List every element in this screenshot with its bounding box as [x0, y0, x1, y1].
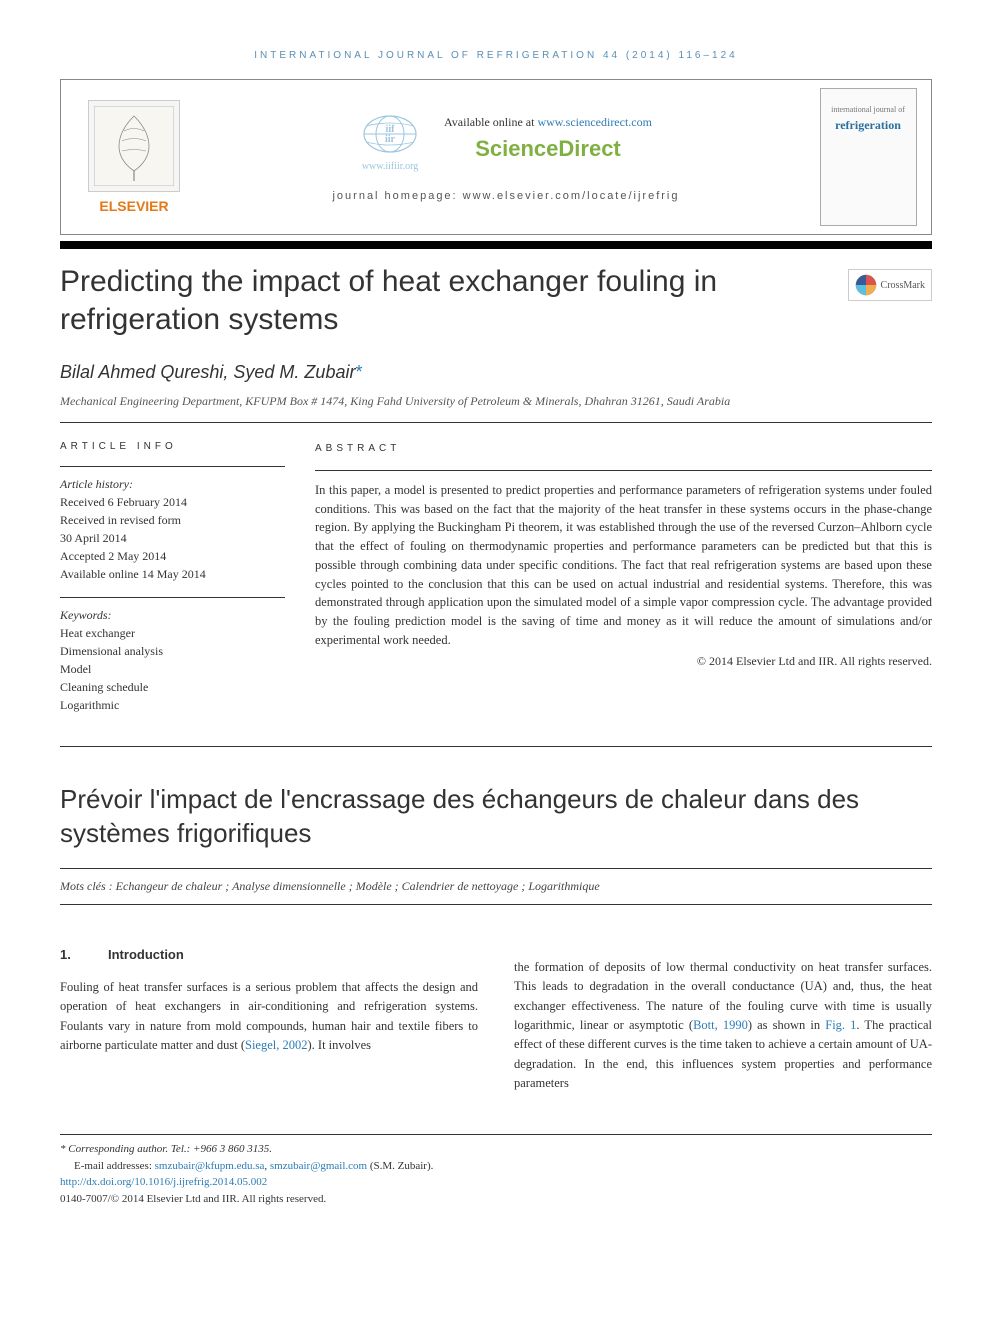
intro-paragraph-left: Fouling of heat transfer surfaces is a s… [60, 978, 478, 1056]
email-link[interactable]: smzubair@kfupm.edu.sa [155, 1160, 265, 1172]
thick-rule [60, 241, 932, 249]
keyword: Logarithmic [60, 696, 285, 714]
affiliation: Mechanical Engineering Department, KFUPM… [60, 393, 932, 410]
journal-cover-thumbnail: international journal of refrigeration [820, 88, 917, 226]
crossmark-badge[interactable]: CrossMark [848, 269, 932, 301]
rule [60, 422, 932, 423]
intro-text-mid: ) as shown in [748, 1018, 825, 1032]
section-heading: 1.Introduction [60, 945, 478, 965]
running-head: INTERNATIONAL JOURNAL OF REFRIGERATION 4… [60, 50, 932, 61]
history-label: Article history: [60, 475, 285, 493]
abstract-copyright: © 2014 Elsevier Ltd and IIR. All rights … [315, 652, 932, 670]
abstract-head: ABSTRACT [315, 441, 932, 456]
rule [60, 746, 932, 747]
french-title: Prévoir l'impact de l'encrassage des éch… [60, 783, 932, 851]
cover-kicker: international journal of [831, 105, 905, 114]
crossmark-icon [855, 274, 877, 296]
corresponding-author: * Corresponding author. Tel.: +966 3 860… [60, 1141, 932, 1158]
rule [60, 904, 932, 905]
author-names: Bilal Ahmed Qureshi, Syed M. Zubair [60, 362, 355, 382]
citation-link[interactable]: Siegel, 2002 [245, 1038, 308, 1052]
keywords-label: Keywords: [60, 606, 285, 624]
body-left-column: 1.Introduction Fouling of heat transfer … [60, 945, 478, 1106]
keyword: Cleaning schedule [60, 678, 285, 696]
available-prefix: Available online at [444, 115, 537, 129]
rule [315, 470, 932, 471]
keyword: Heat exchanger [60, 624, 285, 642]
crossmark-label: CrossMark [881, 280, 925, 291]
journal-header: ELSEVIER iif iir www.iifiir.org [60, 79, 932, 235]
mots-cles: Mots clés : Echangeur de chaleur ; Analy… [60, 879, 932, 894]
journal-cover-block: international journal of refrigeration [805, 80, 931, 234]
email-tail: (S.M. Zubair). [367, 1160, 433, 1172]
citation-link[interactable]: Bott, 1990 [693, 1018, 748, 1032]
history-revised-line2: 30 April 2014 [60, 529, 285, 547]
keyword: Model [60, 660, 285, 678]
footnotes: * Corresponding author. Tel.: +966 3 860… [60, 1134, 932, 1207]
journal-homepage[interactable]: journal homepage: www.elsevier.com/locat… [332, 190, 679, 202]
elsevier-label: ELSEVIER [99, 198, 168, 214]
svg-text:iir: iir [385, 134, 396, 145]
cover-title: refrigeration [835, 118, 901, 133]
corresponding-star: * [355, 362, 362, 382]
article-info-head: ARTICLE INFO [60, 441, 285, 452]
sciencedirect-logo[interactable]: ScienceDirect [444, 136, 652, 162]
email-line: E-mail addresses: smzubair@kfupm.edu.sa,… [60, 1158, 932, 1175]
doi-link[interactable]: http://dx.doi.org/10.1016/j.ijrefrig.201… [60, 1176, 267, 1188]
section-number: 1. [60, 945, 108, 965]
history-accepted: Accepted 2 May 2014 [60, 547, 285, 565]
body-columns: 1.Introduction Fouling of heat transfer … [60, 945, 932, 1106]
rule [60, 868, 932, 869]
article-info-column: ARTICLE INFO Article history: Received 6… [60, 441, 315, 728]
mots-cles-list: Echangeur de chaleur ; Analyse dimension… [116, 879, 600, 893]
article-title: Predicting the impact of heat exchanger … [60, 263, 828, 338]
history-online: Available online 14 May 2014 [60, 565, 285, 583]
figure-link[interactable]: Fig. 1 [825, 1018, 856, 1032]
iif-globe-icon: iif iir [360, 112, 420, 156]
mots-cles-label: Mots clés : [60, 879, 116, 893]
elsevier-tree-icon [88, 100, 180, 192]
intro-paragraph-right: the formation of deposits of low thermal… [514, 958, 932, 1094]
article-history: Article history: Received 6 February 201… [60, 466, 285, 583]
publisher-block: ELSEVIER [61, 80, 207, 234]
authors: Bilal Ahmed Qureshi, Syed M. Zubair* [60, 362, 932, 383]
section-title: Introduction [108, 947, 184, 962]
abstract-body: In this paper, a model is presented to p… [315, 481, 932, 650]
history-revised-line1: Received in revised form [60, 511, 285, 529]
header-center: iif iir www.iifiir.org Available online … [207, 80, 805, 234]
email-label: E-mail addresses: [74, 1160, 155, 1172]
abstract-column: ABSTRACT In this paper, a model is prese… [315, 441, 932, 728]
keywords-block: Keywords: Heat exchanger Dimensional ana… [60, 597, 285, 714]
history-received: Received 6 February 2014 [60, 493, 285, 511]
body-right-column: the formation of deposits of low thermal… [514, 945, 932, 1106]
iif-url[interactable]: www.iifiir.org [360, 161, 420, 172]
issn-copyright: 0140-7007/© 2014 Elsevier Ltd and IIR. A… [60, 1191, 932, 1208]
available-online: Available online at www.sciencedirect.co… [444, 115, 652, 130]
keyword: Dimensional analysis [60, 642, 285, 660]
sciencedirect-url-link[interactable]: www.sciencedirect.com [537, 115, 652, 129]
intro-text-tail: ). It involves [308, 1038, 372, 1052]
email-link[interactable]: smzubair@gmail.com [270, 1160, 367, 1172]
